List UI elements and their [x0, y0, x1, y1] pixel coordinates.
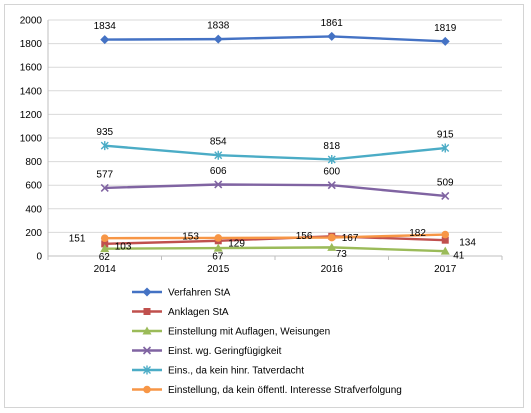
data-label: 62 [99, 252, 111, 263]
data-point [100, 141, 109, 151]
data-point [327, 181, 336, 190]
legend-item: Einst. wg. Geringfügigkeit [132, 346, 282, 357]
series-3 [100, 180, 450, 201]
data-point [100, 35, 110, 45]
data-point [214, 180, 223, 189]
legend-label: Anklagen StA [168, 307, 229, 318]
data-point [327, 233, 336, 242]
series-lines [100, 31, 450, 255]
data-point [214, 150, 223, 160]
data-label: 41 [453, 251, 465, 262]
legend-item: Verfahren StA [132, 287, 231, 299]
series-line [104, 35, 446, 43]
series-line [104, 233, 446, 240]
data-point [327, 31, 337, 41]
data-point [143, 308, 151, 315]
data-point [440, 246, 450, 255]
series-0 [100, 31, 450, 46]
data-label: 1838 [207, 21, 230, 32]
data-label: 103 [115, 241, 132, 252]
data-label: 915 [437, 130, 454, 141]
data-label: 67 [212, 252, 224, 263]
data-point [213, 243, 223, 252]
data-point [142, 346, 152, 355]
data-point [143, 385, 151, 394]
legend-label: Eins., da kein hinr. Tatverdacht [168, 366, 304, 377]
y-tick-label: 1400 [20, 86, 43, 97]
y-tick-label: 1800 [20, 39, 43, 50]
data-point [327, 154, 336, 164]
legend-item: Anklagen StA [132, 307, 229, 318]
legend-label: Einst. wg. Geringfügigkeit [168, 346, 282, 357]
y-tick-label: 1200 [20, 110, 43, 121]
y-tick-label: 800 [25, 157, 42, 168]
data-point [142, 287, 152, 297]
legend-item: Einstellung mit Auflagen, Weisungen [132, 326, 330, 338]
legend-label: Einstellung mit Auflagen, Weisungen [168, 327, 330, 338]
data-point [441, 191, 450, 201]
data-label: 182 [409, 228, 426, 239]
series-line [104, 183, 446, 198]
axes: 0 200 400 600 800 1000 1200 1400 1600 1800 2000 201… [20, 16, 503, 275]
series-5 [100, 230, 450, 242]
series-2 [100, 242, 450, 255]
data-point [100, 234, 109, 242]
data-label: 1819 [434, 23, 457, 34]
data-label: 167 [342, 233, 359, 244]
data-point [101, 240, 109, 248]
y-tick-label: 0 [36, 252, 42, 263]
data-point [100, 183, 109, 192]
data-label: 129 [228, 238, 245, 249]
legend-label: Einstellung, da kein öffentl. Interesse … [168, 385, 402, 396]
x-tick-label: 2017 [434, 264, 457, 275]
legend: Verfahren StA Anklagen StA Einstellung mit… [132, 287, 402, 396]
data-label: 134 [459, 238, 476, 249]
data-label: 935 [96, 127, 113, 138]
data-point [100, 244, 110, 253]
data-label: 151 [69, 234, 86, 245]
x-tick-label: 2016 [321, 264, 344, 275]
data-label: 577 [96, 169, 113, 180]
data-label: 600 [323, 167, 340, 178]
y-tick-label: 400 [25, 204, 42, 215]
series-line [104, 246, 446, 253]
legend-item: Einstellung, da kein öffentl. Interesse … [132, 385, 402, 396]
y-tick-label: 2000 [20, 16, 43, 27]
data-point [441, 230, 450, 239]
legend-item: Eins., da kein hinr. Tatverdacht [132, 365, 304, 377]
data-label: 153 [182, 231, 199, 242]
data-point [327, 242, 337, 251]
series-line [104, 144, 446, 161]
y-tick-label: 600 [25, 181, 42, 192]
chart-border [4, 4, 524, 408]
x-tick-label: 2015 [207, 264, 230, 275]
data-label: 818 [323, 141, 340, 152]
y-tick-label: 1600 [20, 63, 43, 74]
data-point [440, 36, 450, 46]
data-label: 509 [437, 177, 454, 188]
y-tick-label: 1000 [20, 134, 43, 145]
y-tick-label: 200 [25, 228, 42, 239]
gridlines [48, 19, 502, 257]
data-label: 73 [336, 249, 348, 260]
data-labels: 1834 1838 1861 1819 103 129 167 134 62 67 73 41 577 6… [69, 18, 477, 263]
data-point [213, 34, 223, 44]
data-label: 1834 [94, 21, 117, 32]
data-point [441, 236, 449, 244]
data-point [214, 234, 223, 242]
x-tick-label: 2014 [94, 264, 117, 275]
data-point [143, 365, 151, 375]
data-label: 156 [296, 231, 313, 242]
data-label: 1861 [321, 18, 344, 29]
data-point [142, 326, 152, 335]
data-label: 854 [210, 137, 227, 148]
legend-label: Verfahren StA [168, 288, 231, 299]
data-point [441, 143, 450, 153]
data-label: 606 [210, 166, 227, 177]
series-4 [100, 141, 450, 164]
